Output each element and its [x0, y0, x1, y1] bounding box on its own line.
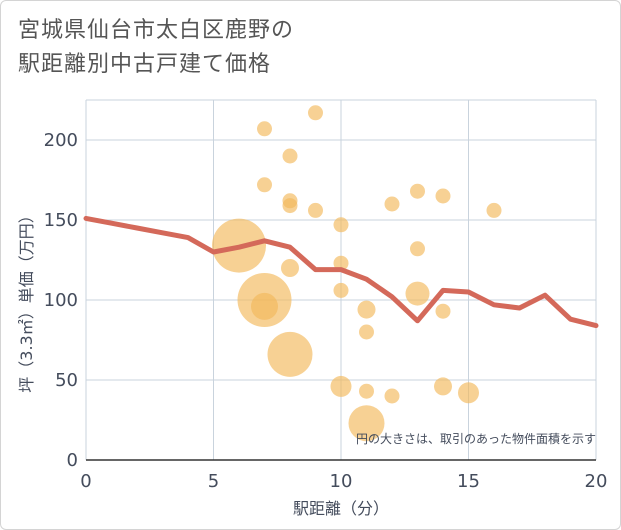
data-bubble [405, 281, 430, 306]
data-bubble [333, 217, 349, 233]
y-tick-label: 150 [44, 210, 78, 231]
x-tick-label: 15 [457, 471, 480, 492]
trend-layer [83, 215, 599, 329]
data-bubble [458, 382, 479, 404]
data-bubble [308, 202, 323, 218]
chart-title-line1: 宮城県仙台市太白区鹿野の [18, 18, 295, 43]
data-bubble [410, 241, 425, 257]
data-bubble [281, 259, 299, 277]
data-bubble [435, 188, 451, 204]
data-bubble [251, 292, 278, 320]
data-bubble [267, 331, 313, 377]
x-axis-label: 駅距離（分） [293, 499, 389, 518]
bubble-size-note: 円の大きさは、取引のあった物件面積を示す [356, 431, 596, 446]
data-bubble [359, 383, 374, 399]
x-tick-label: 20 [585, 471, 608, 492]
x-tick-label: 10 [330, 471, 353, 492]
data-bubble [282, 148, 298, 164]
y-axis-label: 坪（3.3㎡）単価（万円） [17, 207, 36, 392]
data-bubble [486, 202, 502, 218]
data-bubble [333, 255, 349, 271]
x-tick-label: 5 [208, 471, 219, 492]
data-bubble [282, 198, 298, 214]
y-tick-label: 0 [67, 450, 78, 471]
y-tick-label: 200 [44, 130, 78, 151]
data-bubble [348, 405, 385, 442]
data-bubble [434, 377, 452, 396]
y-tick-label: 50 [55, 370, 78, 391]
data-bubble [257, 121, 272, 137]
x-tick-label: 0 [80, 471, 91, 492]
data-bubble [384, 196, 400, 212]
data-bubble [410, 183, 425, 199]
data-bubble [257, 177, 272, 193]
chart-title: 宮城県仙台市太白区鹿野の 駅距離別中古戸建て価格 [18, 14, 294, 82]
average-price-line [83, 215, 599, 329]
data-bubble [384, 388, 400, 404]
data-bubble [357, 300, 376, 319]
chart-title-line2: 駅距離別中古戸建て価格 [18, 52, 272, 77]
y-tick-label: 100 [44, 290, 78, 311]
data-bubble [330, 375, 352, 397]
data-bubble [333, 282, 349, 298]
data-bubble [359, 324, 374, 340]
data-bubble [308, 105, 323, 121]
data-bubble [435, 303, 451, 319]
